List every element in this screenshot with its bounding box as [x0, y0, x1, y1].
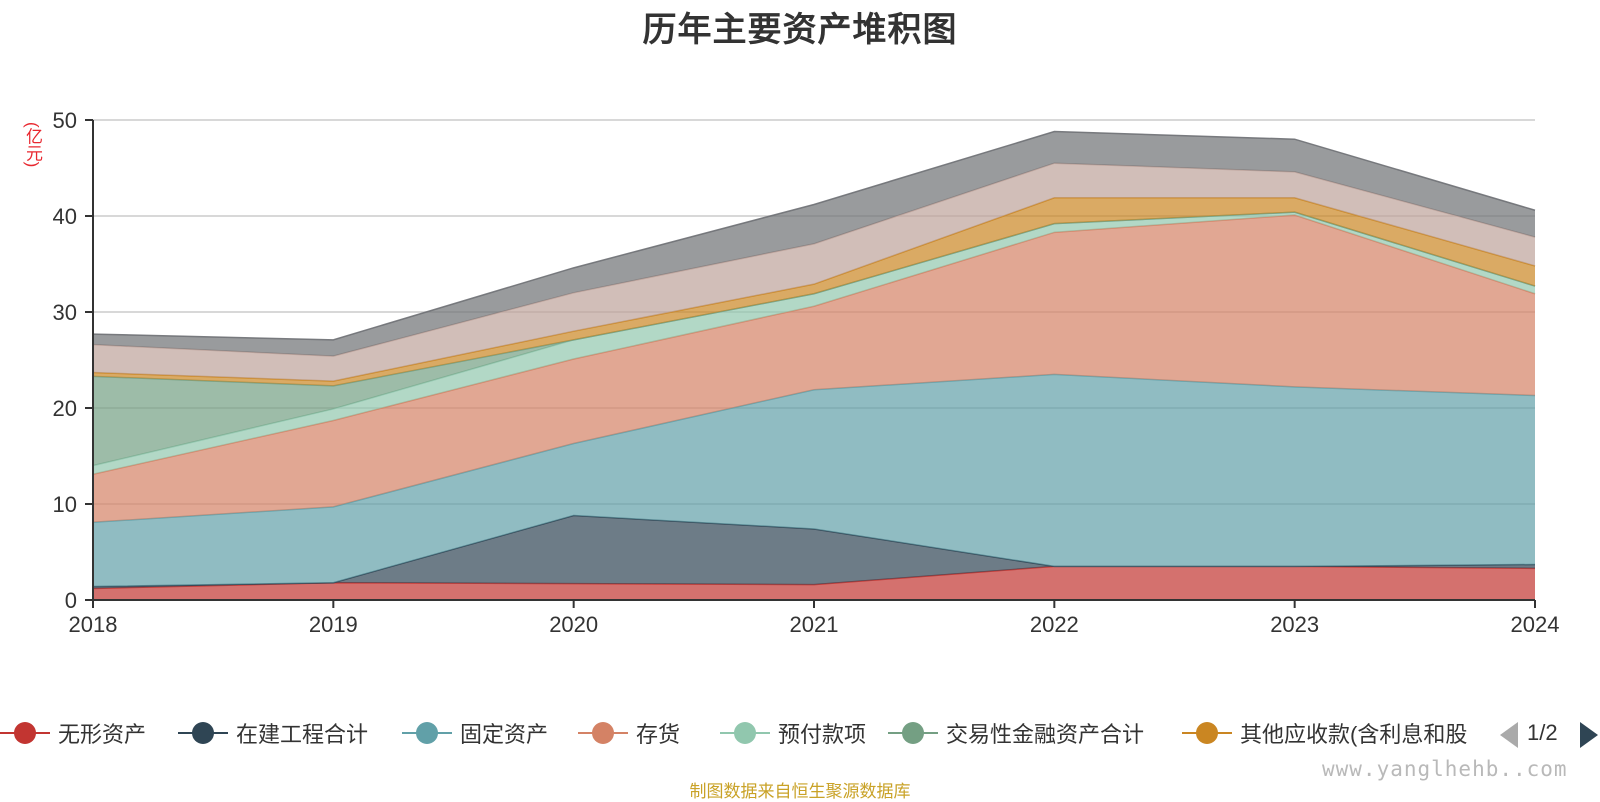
- x-tick-label: 2021: [790, 612, 839, 637]
- legend-marker-icon: [0, 720, 50, 746]
- legend-item-6[interactable]: 交易性金融资产合计: [888, 714, 1144, 752]
- legend-marker-icon: [402, 720, 452, 746]
- y-tick-label: 50: [53, 108, 77, 133]
- x-tick-label: 2023: [1270, 612, 1319, 637]
- x-tick-label: 2018: [69, 612, 118, 637]
- legend-label: 预付款项: [778, 722, 867, 747]
- legend-label: 固定资产: [460, 722, 549, 747]
- legend-item-3[interactable]: 固定资产: [402, 714, 548, 752]
- watermark: www.yanglhehb..com: [1322, 757, 1568, 781]
- y-tick-label: 40: [53, 204, 77, 229]
- x-tick-label: 2024: [1511, 612, 1560, 637]
- axes: 0 10 20 30 40 50 2018 2019 2020 2021 2022 2023 2024: [53, 108, 1560, 637]
- legend: 无形资产 在建工程合计 固定资产 存货 预付款项 交易性金融资产合计 其他应收款(含利息和股…: [0, 714, 1600, 752]
- legend-marker-icon: [578, 720, 628, 746]
- area-series-2: [93, 515, 1535, 589]
- legend-marker-icon: [178, 720, 228, 746]
- legend-marker-icon: [888, 720, 938, 746]
- legend-item-1[interactable]: 无形资产: [0, 714, 146, 752]
- area-series-7: [93, 197, 1535, 386]
- area-series-9-line: [92, 130, 1536, 341]
- legend-item-7[interactable]: 其他应收款(含利息和股: [1182, 714, 1467, 752]
- y-tick-label: 30: [53, 300, 77, 325]
- area-series: [92, 130, 1536, 600]
- y-tick-label: 20: [53, 396, 77, 421]
- y-tick-label: 0: [65, 588, 77, 613]
- y-axis-unit: (亿元): [23, 122, 42, 168]
- legend-marker-icon: [1182, 720, 1232, 746]
- area-series-4: [93, 215, 1535, 523]
- x-tick-label: 2022: [1030, 612, 1079, 637]
- legend-items: 无形资产 在建工程合计 固定资产 存货 预付款项 交易性金融资产合计 其他应收款(含利息和股: [0, 714, 1484, 752]
- legend-label: 交易性金融资产合计: [946, 722, 1145, 747]
- legend-item-4[interactable]: 存货: [578, 714, 680, 752]
- stacked-area-chart: 0 10 20 30 40 50 2018 2019 2020 2021 2022 2023 2024: [53, 108, 1560, 637]
- legend-label: 在建工程合计: [236, 722, 369, 747]
- legend-prev-page-button[interactable]: [1500, 722, 1518, 748]
- legend-label: 存货: [636, 722, 681, 747]
- area-series-9: [93, 131, 1535, 357]
- area-series-3: [93, 374, 1535, 587]
- area-series-8: [93, 163, 1535, 382]
- legend-item-2[interactable]: 在建工程合计: [178, 714, 368, 752]
- area-series-1: [93, 566, 1535, 600]
- chart-title: 历年主要资产堆积图: [642, 11, 958, 49]
- legend-page-indicator: 1/2: [1527, 720, 1558, 745]
- y-tick-label: 10: [53, 492, 77, 517]
- source-note: 制图数据来自恒生聚源数据库: [689, 782, 911, 801]
- legend-label: 无形资产: [58, 722, 147, 747]
- legend-next-page-button[interactable]: [1580, 722, 1598, 748]
- x-tick-label: 2019: [309, 612, 358, 637]
- legend-label: 其他应收款(含利息和股: [1240, 722, 1468, 747]
- x-tick-label: 2020: [549, 612, 598, 637]
- legend-item-5[interactable]: 预付款项: [720, 714, 866, 752]
- legend-marker-icon: [720, 720, 770, 746]
